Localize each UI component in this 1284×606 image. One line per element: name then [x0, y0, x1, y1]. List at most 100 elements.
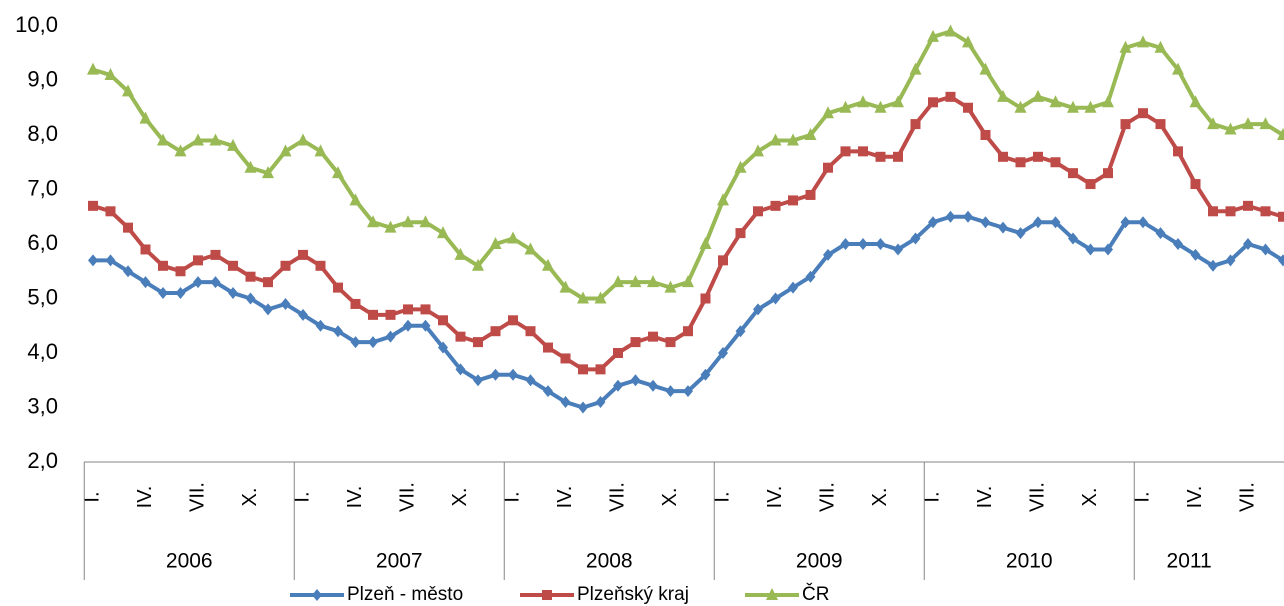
x-tick-label: VII.: [396, 482, 418, 512]
x-tick-label: X.: [869, 488, 891, 507]
point: [1278, 254, 1284, 267]
point: [839, 100, 852, 113]
point: [245, 292, 256, 305]
point: [1172, 62, 1184, 75]
point: [753, 303, 763, 316]
point: [665, 337, 676, 348]
point: [998, 221, 1008, 234]
point: [910, 119, 921, 130]
point: [350, 298, 361, 309]
y-tick-label: 6,0: [27, 230, 58, 255]
point: [333, 282, 343, 293]
year-label: 2006: [166, 550, 213, 573]
x-tick-label: VII.: [1026, 482, 1048, 512]
point: [613, 348, 623, 358]
legend-label: Plzeňský kraj: [577, 584, 689, 605]
point: [192, 133, 204, 146]
point: [368, 336, 378, 349]
y-tick-label: 10,0: [15, 12, 58, 37]
point: [962, 35, 974, 48]
point: [629, 275, 642, 288]
point: [140, 276, 151, 289]
y-tick-label: 2,0: [27, 448, 58, 473]
point: [717, 193, 729, 206]
point: [578, 364, 588, 375]
legend-marker: [766, 588, 778, 600]
point: [683, 385, 693, 398]
y-tick-label: 5,0: [27, 284, 58, 309]
point: [263, 303, 273, 316]
point: [175, 266, 186, 277]
point: [228, 260, 238, 271]
point: [648, 379, 658, 392]
point: [682, 275, 694, 288]
point: [928, 216, 938, 229]
point: [647, 275, 659, 288]
point: [805, 189, 816, 200]
point: [1049, 95, 1062, 108]
x-tick-label: VII.: [1236, 482, 1258, 512]
point: [613, 379, 623, 392]
point: [473, 337, 483, 348]
point: [770, 292, 781, 305]
point: [104, 68, 117, 81]
point: [594, 291, 607, 304]
point: [980, 216, 991, 229]
x-tick-label: VII.: [606, 482, 628, 512]
point: [578, 401, 588, 414]
point: [244, 160, 257, 173]
point: [455, 363, 466, 376]
point: [454, 247, 467, 260]
point: [804, 128, 817, 140]
point: [910, 232, 921, 245]
point: [1119, 40, 1132, 53]
point: [227, 138, 239, 151]
point: [909, 62, 922, 75]
point: [945, 91, 956, 102]
y-tick-label: 8,0: [27, 121, 58, 146]
year-label: 2011: [1167, 550, 1212, 573]
point: [1103, 168, 1113, 179]
point: [699, 237, 712, 249]
point: [769, 133, 782, 146]
point: [489, 237, 502, 249]
x-tick-label: X.: [449, 488, 471, 507]
point: [683, 326, 693, 337]
point: [1014, 100, 1027, 113]
x-tick-label: IV.: [134, 486, 156, 509]
point: [314, 144, 327, 157]
point: [315, 260, 326, 271]
point: [857, 95, 869, 108]
point: [630, 374, 641, 387]
year-label: 2010: [1006, 550, 1053, 573]
point: [245, 271, 256, 282]
point: [893, 243, 903, 256]
point: [157, 133, 169, 146]
point: [823, 162, 833, 173]
point: [88, 254, 98, 267]
x-tick-label: I.: [921, 491, 943, 502]
point: [893, 151, 903, 162]
point: [963, 210, 973, 223]
point: [158, 260, 168, 271]
legend-label: Plzeň - město: [347, 584, 463, 605]
x-tick-label: VII.: [186, 482, 208, 512]
point: [1085, 179, 1096, 190]
point: [1033, 216, 1043, 229]
point: [1067, 100, 1079, 113]
point: [1277, 128, 1284, 140]
point: [1155, 227, 1166, 240]
point: [788, 195, 798, 206]
point: [542, 258, 554, 271]
point: [874, 100, 887, 113]
point: [928, 97, 938, 108]
point: [332, 166, 344, 179]
point: [123, 265, 133, 278]
point: [367, 215, 379, 228]
point: [788, 281, 798, 294]
point: [105, 254, 116, 267]
point: [1155, 119, 1166, 130]
point: [193, 255, 203, 266]
point: [1260, 243, 1271, 256]
point: [1084, 100, 1097, 113]
